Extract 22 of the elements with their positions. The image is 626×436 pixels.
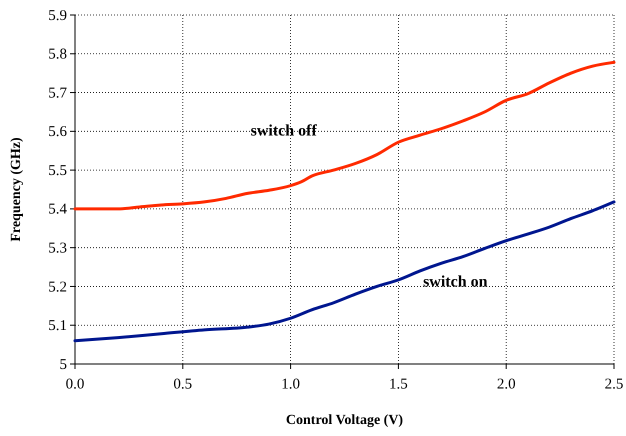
y-tick-label: 5.9 bbox=[48, 8, 67, 24]
x-tick-label: 0.5 bbox=[173, 376, 192, 392]
x-tick-label: 2.5 bbox=[604, 376, 624, 392]
y-tick-label: 5.2 bbox=[48, 279, 67, 296]
y-axis-title: Frequency (GHz) bbox=[9, 137, 24, 242]
series-label: switch on bbox=[423, 274, 488, 291]
line-series bbox=[74, 60, 616, 210]
x-tick-label: 1.5 bbox=[389, 376, 408, 392]
y-tick-label: 5.1 bbox=[48, 318, 67, 334]
x-tick-label: 0.0 bbox=[66, 376, 84, 392]
y-tick-label: 5.7 bbox=[48, 85, 68, 102]
x-tick-label: 2.0 bbox=[496, 376, 516, 392]
y-tick-label: 5 bbox=[60, 356, 67, 373]
x-tick-label: 1.0 bbox=[281, 376, 300, 392]
y-tick-label: 5.3 bbox=[48, 240, 67, 256]
y-tick-label: 5.4 bbox=[48, 202, 68, 218]
y-tick-label: 5.5 bbox=[48, 162, 67, 179]
text: switch off bbox=[250, 122, 318, 140]
y-tick-label: 5.8 bbox=[48, 46, 67, 63]
y-tick-label: 5.6 bbox=[48, 124, 68, 140]
x-axis-title: Control Voltage (V) bbox=[286, 413, 404, 428]
line-series bbox=[74, 200, 616, 342]
